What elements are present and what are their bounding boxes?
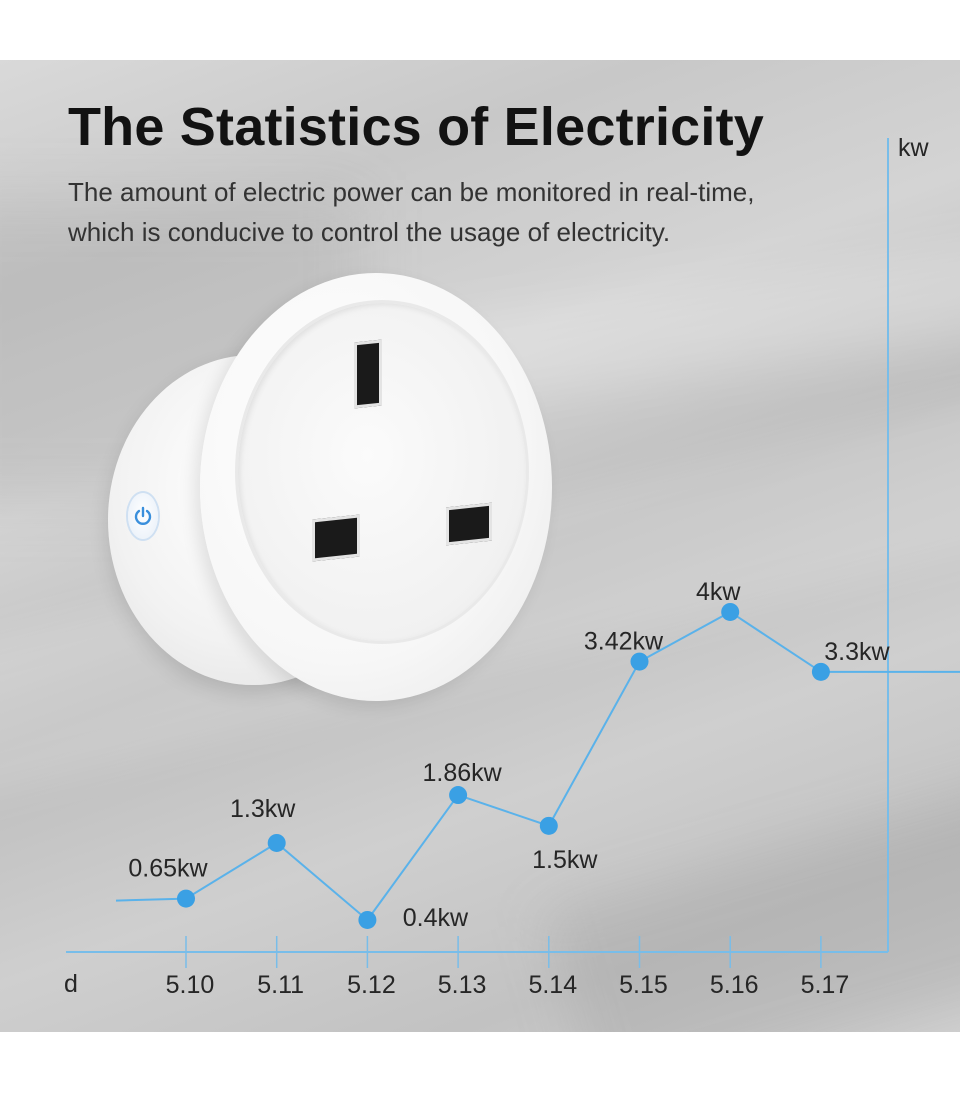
- chart-series: [115, 602, 960, 929]
- chart-labels: 5.10 5.11 5.12 5.13 5.14 5.15 5.16 5.17 0.65kw 1.…: [128, 578, 890, 999]
- smart-plug-image: [100, 265, 560, 715]
- data-point: [449, 786, 468, 805]
- x-tick-label: 5.13: [438, 971, 487, 999]
- x-tick-label: 5.16: [710, 971, 759, 999]
- socket-face: [238, 303, 526, 641]
- x-tick-label: 5.10: [166, 971, 215, 999]
- subtitle-line: which is conducive to control the usage …: [68, 217, 671, 247]
- x-tick-label: 5.11: [257, 971, 304, 999]
- data-label: 3.42kw: [584, 628, 664, 656]
- page-subtitle: The amount of electric power can be moni…: [68, 172, 868, 252]
- data-label: 1.86kw: [422, 759, 502, 787]
- power-button: [128, 493, 158, 539]
- x-tick-label: 5.15: [619, 971, 668, 999]
- data-label: 1.3kw: [230, 795, 296, 823]
- y-axis-label: kw: [898, 134, 930, 162]
- chart-axes: [66, 138, 889, 968]
- data-label: 0.65kw: [128, 855, 208, 883]
- data-point: [811, 662, 830, 681]
- x-axis-label: d: [64, 970, 78, 998]
- x-tick-label: 5.14: [528, 971, 577, 999]
- data-label: 4kw: [696, 578, 741, 606]
- page-title: The Statistics of Electricity: [68, 97, 765, 157]
- data-point: [721, 602, 740, 621]
- power-icon: [134, 506, 152, 525]
- data-point: [358, 910, 377, 929]
- subtitle-line: The amount of electric power can be moni…: [68, 177, 755, 207]
- data-label: 1.5kw: [532, 846, 598, 874]
- data-point: [267, 833, 286, 852]
- data-label: 0.4kw: [403, 904, 469, 932]
- data-label: 3.3kw: [824, 638, 890, 666]
- data-point: [630, 652, 649, 671]
- x-tick-label: 5.12: [347, 971, 396, 999]
- data-point: [539, 816, 558, 835]
- x-tick-label: 5.17: [801, 971, 850, 999]
- data-point: [177, 889, 195, 908]
